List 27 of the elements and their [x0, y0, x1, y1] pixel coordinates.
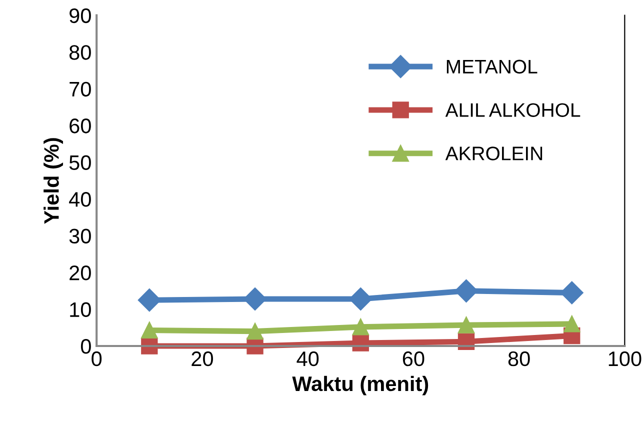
legend-label: AKROLEIN: [445, 146, 542, 160]
point: [564, 316, 580, 332]
y-tick-label: 40: [69, 192, 91, 207]
y-tick-label: 0: [80, 339, 91, 354]
x-tick-label: 0: [92, 351, 102, 366]
x-tick-label: 80: [508, 351, 530, 366]
x-tick-label: 100: [608, 351, 642, 366]
point: [246, 322, 264, 340]
y-tick-label: 30: [69, 228, 91, 244]
y-axis-title: Yield (%): [44, 138, 64, 224]
y-tick-label: 60: [70, 118, 91, 134]
y-tick-label: 90: [70, 8, 91, 24]
y-tick-label: 20: [70, 266, 91, 280]
y-tick-label: 70: [70, 82, 91, 97]
point: [458, 316, 475, 334]
x-axis-title: Waktu (menit): [292, 376, 428, 396]
x-tick-label: 60: [402, 351, 424, 366]
y-tick-label: 80: [69, 45, 91, 60]
point: [141, 322, 158, 339]
y-tick-label: 10: [70, 302, 91, 318]
x-tick-label: 40: [296, 351, 319, 366]
legend-label: ALIL ALKOHOL: [445, 103, 580, 117]
y-tick-label: 50: [69, 155, 91, 170]
point: [352, 318, 369, 336]
legend-label: METANOL: [446, 60, 538, 74]
x-tick-label: 20: [192, 351, 213, 366]
point: [138, 288, 161, 312]
